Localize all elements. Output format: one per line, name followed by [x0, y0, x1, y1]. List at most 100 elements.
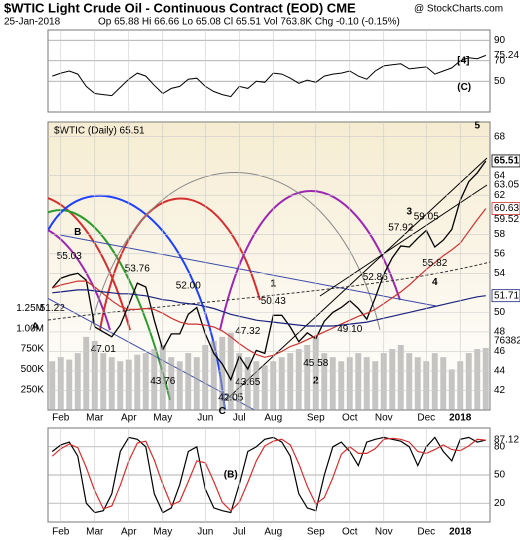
volume-bar [168, 357, 175, 410]
volume-bar [482, 347, 489, 410]
x-tick-label: Dec [417, 527, 435, 538]
volume-bar [210, 340, 217, 410]
y-tick-label: 68 [494, 131, 506, 142]
annotation: 55.82 [422, 258, 447, 269]
stoch-tick-label: 50 [494, 470, 506, 481]
cycle-arc [99, 197, 261, 331]
right-label: 59.52 [494, 214, 519, 225]
y-tick-label: 56 [494, 248, 506, 259]
volume-bar [66, 359, 73, 410]
x-tick-label: Jul [233, 413, 246, 424]
y-tick-label: 48 [494, 327, 506, 338]
volume-bar [338, 361, 345, 410]
x-tick-label: Dec [417, 413, 435, 424]
volume-bar [440, 357, 447, 410]
y-tick-label: 42 [494, 385, 506, 396]
line-series [51, 437, 486, 512]
annotation: C [219, 406, 226, 417]
volume-bar [355, 353, 362, 410]
annotation: 42.05 [218, 393, 243, 404]
line-series [51, 160, 487, 382]
volume-bar [74, 353, 81, 410]
cycle-arc [219, 190, 401, 331]
rsi-annotation: (C) [457, 82, 471, 93]
volume-bar [448, 369, 455, 410]
volume-bar [100, 353, 107, 410]
volume-bar [219, 336, 226, 410]
cycle-arc [48, 229, 111, 331]
trend-line [48, 261, 490, 321]
x-tick-label: Jul [233, 527, 246, 538]
rsi-tick-label: 90 [494, 35, 506, 46]
right-label: 63.05 [494, 180, 519, 191]
line-series [52, 289, 486, 327]
trend-line [225, 157, 488, 401]
volume-bar [372, 361, 379, 410]
cycle-arcs [48, 157, 490, 410]
source: @ StockCharts.com [414, 4, 503, 15]
x-tick-label: Oct [342, 413, 358, 424]
cycle-arc [48, 197, 131, 331]
volume-bar [278, 357, 285, 410]
rsi-panel [47, 29, 491, 113]
volume-bar [49, 361, 56, 410]
volume-bar [253, 361, 260, 410]
y-tick-label: 62 [494, 190, 506, 201]
x-tick-label: Sep [307, 413, 325, 424]
annotation: 3 [406, 206, 412, 217]
volume-tick-label: 750K [21, 344, 45, 355]
title: $WTIC Light Crude Oil - Continuous Contr… [4, 0, 356, 15]
annotation: 5 [474, 120, 480, 131]
volume-bar [431, 353, 438, 410]
annotation: A [32, 321, 39, 332]
annotation: 51.22 [40, 303, 65, 314]
annotation: B [74, 227, 81, 238]
volume-bar [465, 353, 472, 410]
volume-bar [329, 357, 336, 410]
volume-bar [389, 349, 396, 410]
x-tick-label: Feb [52, 527, 70, 538]
volume-bar [134, 354, 141, 410]
stoch-annotation: (B) [224, 470, 238, 481]
y-tick-label: 44 [494, 366, 506, 377]
x-tick-label: Jun [197, 413, 213, 424]
volume-tick-label: 1.00M [16, 323, 44, 334]
annotation: 4 [432, 277, 438, 288]
last-value-box [491, 289, 520, 303]
price-label: $WTIC (Daily) 65.51 [54, 126, 145, 137]
volume-bar [321, 353, 328, 410]
y-tick-label: 50 [494, 307, 506, 318]
stoch-tick-label: 80 [494, 441, 506, 452]
volume-bar [414, 357, 421, 410]
volume-note: 76382 [494, 336, 520, 347]
volume-bar [397, 345, 404, 410]
annotation: 47.01 [91, 344, 116, 355]
volume-bar [244, 357, 251, 410]
volume-bar [474, 349, 481, 410]
trend-line [59, 234, 437, 307]
rsi-tick-label: 50 [494, 76, 506, 87]
y-tick-label: 54 [494, 268, 506, 279]
y-tick-label: 46 [494, 346, 506, 357]
cycle-arc [48, 209, 171, 401]
x-tick-label: Nov [375, 527, 393, 538]
volume-bar [117, 361, 124, 410]
x-tick-label: Apr [121, 527, 137, 538]
x-tick-label: 2018 [449, 413, 472, 424]
volume-bar [261, 365, 268, 410]
cycle-arc [48, 194, 226, 410]
volume-bar [185, 353, 192, 410]
date: 25-Jan-2018 [4, 17, 61, 28]
y-tick-label: 58 [494, 229, 506, 240]
volume-tick-label: 500K [21, 364, 45, 375]
last-value-label: 65.51 [494, 156, 519, 167]
stoch-tick-label: 20 [494, 498, 506, 509]
line-series [51, 436, 486, 514]
x-tick-label: 2018 [449, 527, 472, 538]
annotation: 43.65 [235, 377, 260, 388]
annotation: 52.86 [363, 272, 388, 283]
last-value-label: 51.71 [494, 290, 519, 301]
x-tick-label: Nov [375, 413, 393, 424]
volume-bar [83, 336, 90, 410]
